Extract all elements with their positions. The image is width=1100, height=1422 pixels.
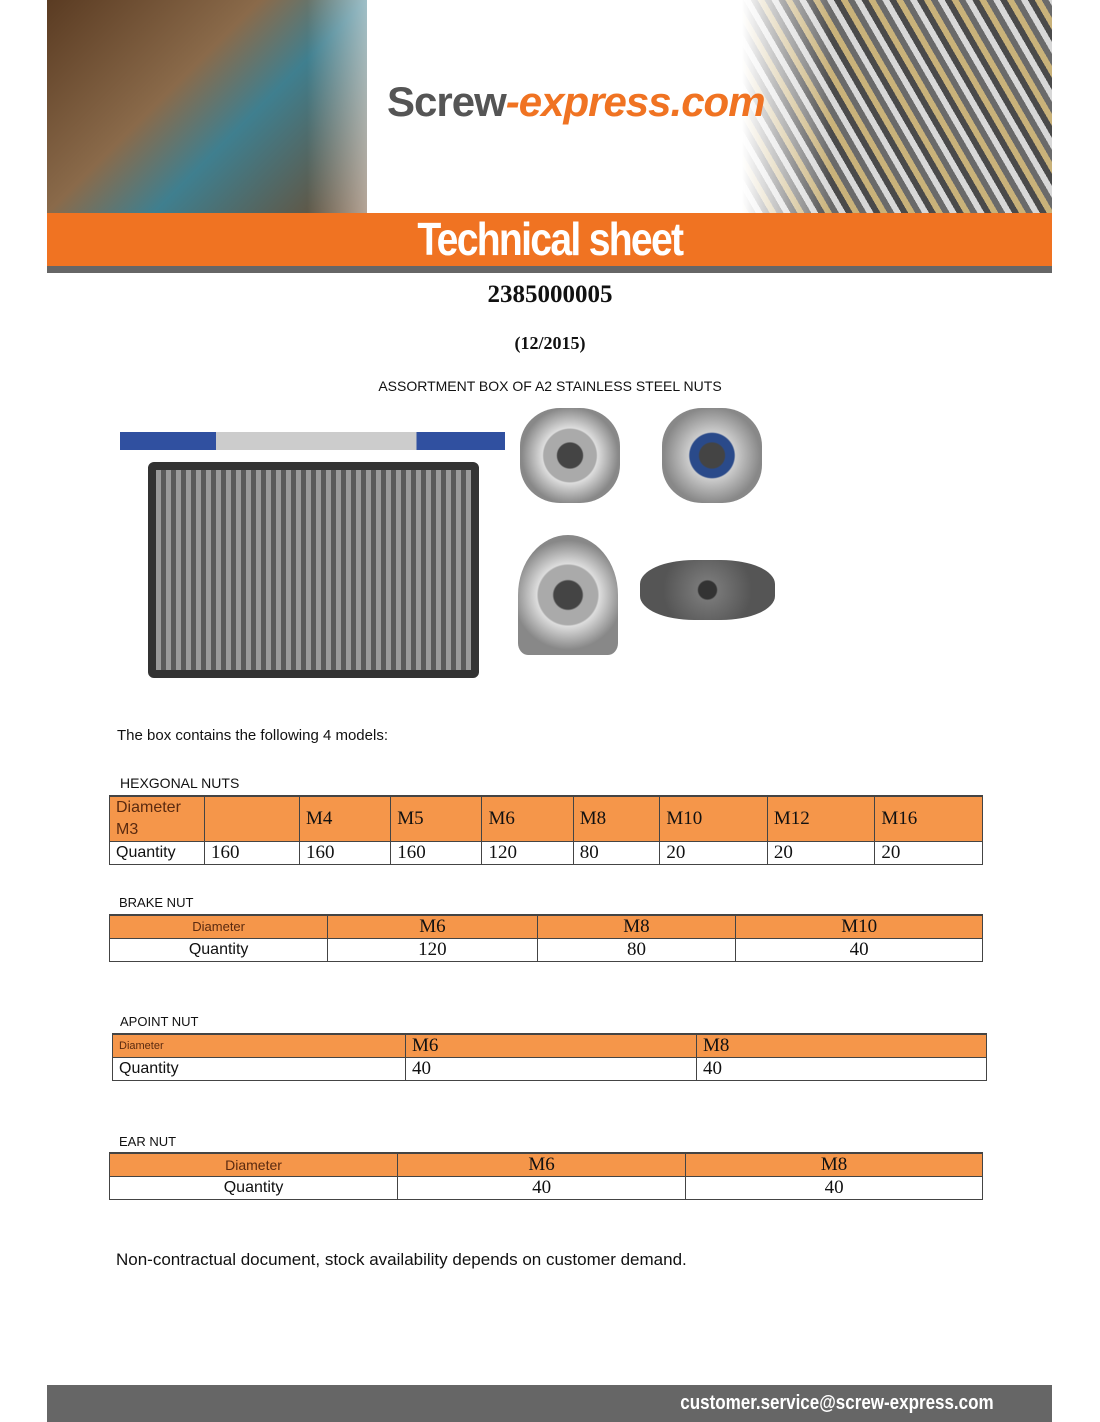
brake-nut-image — [662, 408, 762, 503]
hex-nut-image — [520, 408, 620, 503]
brake-title: BRAKE NUT — [119, 895, 194, 910]
screws-photo — [742, 0, 1052, 213]
header-banner: Screw-express.com — [47, 0, 1052, 213]
cap-nut-image — [518, 535, 618, 655]
apoint-table: Diameter M6 M8 Quantity 40 40 — [112, 1033, 987, 1081]
tools-photo — [47, 0, 427, 213]
disclaimer: Non-contractual document, stock availabi… — [116, 1250, 687, 1269]
assortment-box-image — [120, 432, 505, 678]
product-subtitle: ASSORTMENT BOX OF A2 STAINLESS STEEL NUT… — [378, 378, 722, 394]
date: (12/2015) — [514, 333, 586, 353]
ear-table: Diameter M6 M8 Quantity 40 40 — [108, 1152, 983, 1200]
reference-number: 2385000005 — [487, 281, 613, 308]
hex-table: Diameter M3 M4 M5 M6 M8 M10 M12 M16 Quantity 160… — [109, 795, 983, 865]
footer: customer.service@screw-express.com — [47, 1385, 1052, 1422]
contact-email[interactable]: customer.service@screw-express.com — [680, 1392, 994, 1414]
divider — [47, 266, 1052, 273]
logo: Screw-express.com — [387, 78, 766, 125]
brake-table: Diameter M6 M8 M10 Quantity 120 80 40 — [108, 914, 983, 962]
ear-title: EAR NUT — [119, 1134, 177, 1149]
intro-text: The box contains the following 4 models: — [117, 727, 388, 744]
apoint-title: APOINT NUT — [120, 1014, 199, 1029]
banner-title: Technical sheet — [417, 213, 684, 265]
wing-nut-image — [640, 560, 775, 620]
title-bar: Technical sheet — [47, 213, 1052, 266]
hex-title: HEXGONAL NUTS — [120, 775, 240, 791]
